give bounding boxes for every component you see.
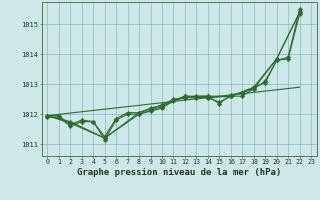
X-axis label: Graphe pression niveau de la mer (hPa): Graphe pression niveau de la mer (hPa) [77,168,281,177]
